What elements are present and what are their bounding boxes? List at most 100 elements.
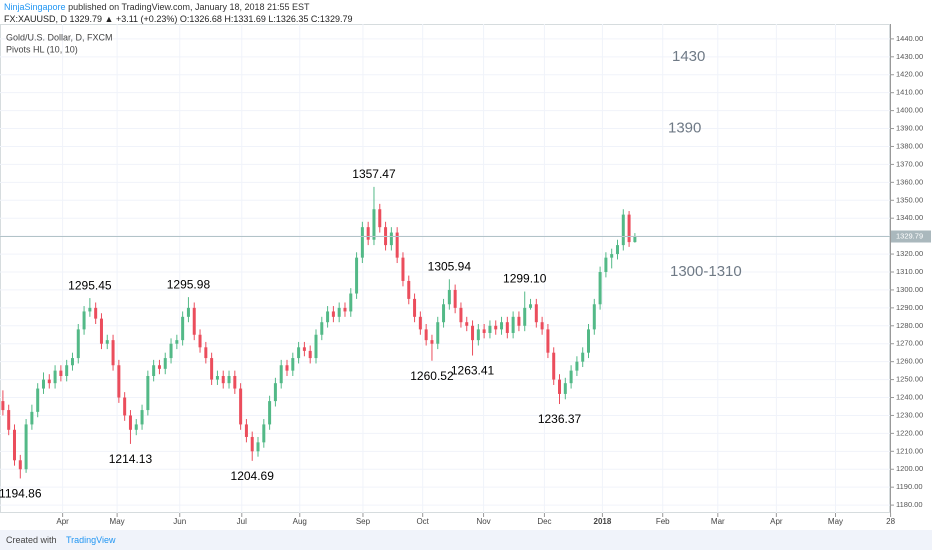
pivot-low-label: 1214.13 bbox=[109, 452, 153, 466]
candle-body bbox=[331, 311, 335, 317]
header-line: NinjaSingapore published on TradingView.… bbox=[4, 2, 310, 12]
chart-title: Gold/U.S. Dollar, D, FXCM bbox=[6, 32, 113, 42]
pivot-high-label: 1295.45 bbox=[68, 278, 112, 292]
annotation: 1390 bbox=[668, 120, 701, 137]
candle-body bbox=[198, 334, 202, 348]
y-tick-label: 1390.00 bbox=[896, 124, 923, 133]
candle-body bbox=[128, 415, 132, 430]
last-price-label: 1329.79 bbox=[896, 231, 923, 240]
candle-body bbox=[471, 325, 475, 341]
pivot-low-label: 1194.86 bbox=[0, 487, 42, 501]
y-tick-label: 1350.00 bbox=[896, 195, 923, 204]
chart: 1295.45 1295.98 1357.47 1305.94 1299.10 1194.… bbox=[0, 24, 931, 526]
annotation: 1430 bbox=[672, 48, 705, 65]
candle-body bbox=[482, 329, 486, 333]
candle-body bbox=[279, 365, 283, 384]
candle-body bbox=[633, 236, 637, 243]
candle-body bbox=[372, 209, 376, 240]
candle-body bbox=[204, 347, 208, 359]
candle-body bbox=[221, 376, 225, 384]
pivot-high-label: 1305.94 bbox=[428, 259, 472, 273]
candle-body bbox=[12, 429, 16, 461]
candle-body bbox=[297, 347, 301, 359]
y-tick-label: 1190.00 bbox=[896, 482, 923, 491]
y-tick-label: 1180.00 bbox=[896, 500, 923, 509]
y-tick-label: 1430.00 bbox=[896, 52, 923, 61]
candle-body bbox=[36, 388, 40, 412]
candle-body bbox=[1, 401, 5, 411]
author[interactable]: NinjaSingapore bbox=[4, 2, 66, 12]
candle-body bbox=[140, 410, 144, 425]
candle-body bbox=[82, 311, 86, 330]
candle-body bbox=[215, 376, 219, 380]
candle-body bbox=[453, 289, 457, 308]
candle-body bbox=[366, 227, 370, 240]
candle-body bbox=[239, 388, 243, 425]
y-tick-label: 1280.00 bbox=[896, 321, 923, 330]
candle-body bbox=[465, 322, 469, 326]
candle-body bbox=[523, 307, 527, 326]
candle-body bbox=[163, 358, 167, 369]
candle-body bbox=[407, 280, 411, 299]
candle-body bbox=[157, 365, 161, 369]
candle-body bbox=[587, 329, 591, 353]
pivot-high-label: 1357.47 bbox=[352, 167, 396, 181]
candle-body bbox=[615, 245, 619, 255]
y-tick-label: 1400.00 bbox=[896, 106, 923, 115]
candle-body bbox=[59, 370, 63, 377]
candle-body bbox=[534, 304, 538, 323]
x-tick-label: Jul bbox=[237, 517, 247, 526]
candle-body bbox=[181, 316, 185, 341]
candle-body bbox=[268, 401, 272, 425]
candle-body bbox=[355, 257, 359, 294]
y-tick-label: 1230.00 bbox=[896, 410, 923, 419]
y-tick-label: 1410.00 bbox=[896, 88, 923, 97]
x-tick-label: May bbox=[828, 517, 843, 526]
candle-body bbox=[337, 307, 341, 317]
candle-body bbox=[621, 214, 625, 246]
candle-body bbox=[418, 316, 422, 330]
x-tick-label: Aug bbox=[293, 517, 307, 526]
published: published on TradingView.com, January 18… bbox=[68, 2, 310, 12]
pivot-low-label: 1263.41 bbox=[451, 364, 495, 378]
candle-body bbox=[30, 411, 34, 425]
candle-body bbox=[320, 322, 324, 335]
y-tick-label: 1260.00 bbox=[896, 357, 923, 366]
candle-body bbox=[529, 304, 533, 308]
x-tick-label: Apr bbox=[770, 517, 783, 526]
x-tick-label: 28 bbox=[886, 517, 895, 526]
y-tick-label: 1440.00 bbox=[896, 34, 923, 43]
candle-body bbox=[111, 340, 115, 366]
candle-body bbox=[442, 304, 446, 323]
candle-body bbox=[256, 442, 260, 452]
candle-body bbox=[500, 322, 504, 330]
candle-body bbox=[227, 376, 231, 384]
brand[interactable]: TradingView bbox=[66, 535, 116, 545]
last-price-box bbox=[891, 230, 931, 243]
candle-body bbox=[488, 325, 492, 333]
pivot-high-label: 1295.98 bbox=[167, 277, 211, 291]
x-tick-label: Jun bbox=[173, 517, 186, 526]
x-tick-label: Apr bbox=[56, 517, 69, 526]
candle-body bbox=[401, 257, 405, 281]
y-tick-label: 1320.00 bbox=[896, 249, 923, 258]
candle-body bbox=[105, 340, 109, 344]
y-tick-label: 1220.00 bbox=[896, 428, 923, 437]
y-tick-label: 1200.00 bbox=[896, 464, 923, 473]
x-tick-label: Feb bbox=[656, 517, 670, 526]
x-tick-label: Oct bbox=[416, 517, 429, 526]
x-tick-label: May bbox=[110, 517, 125, 526]
candle-body bbox=[627, 214, 631, 243]
footer: Created with TradingView bbox=[0, 530, 932, 550]
candle-body bbox=[244, 424, 248, 437]
candle-body bbox=[430, 340, 434, 344]
candle-body bbox=[285, 365, 289, 371]
candle-body bbox=[250, 436, 254, 452]
candle-body bbox=[563, 383, 567, 394]
candle-body bbox=[88, 307, 92, 312]
candle-body bbox=[53, 370, 57, 384]
candle-body bbox=[511, 316, 515, 333]
y-tick-label: 1360.00 bbox=[896, 177, 923, 186]
x-tick-label: 2018 bbox=[594, 517, 612, 526]
y-tick-label: 1290.00 bbox=[896, 303, 923, 312]
